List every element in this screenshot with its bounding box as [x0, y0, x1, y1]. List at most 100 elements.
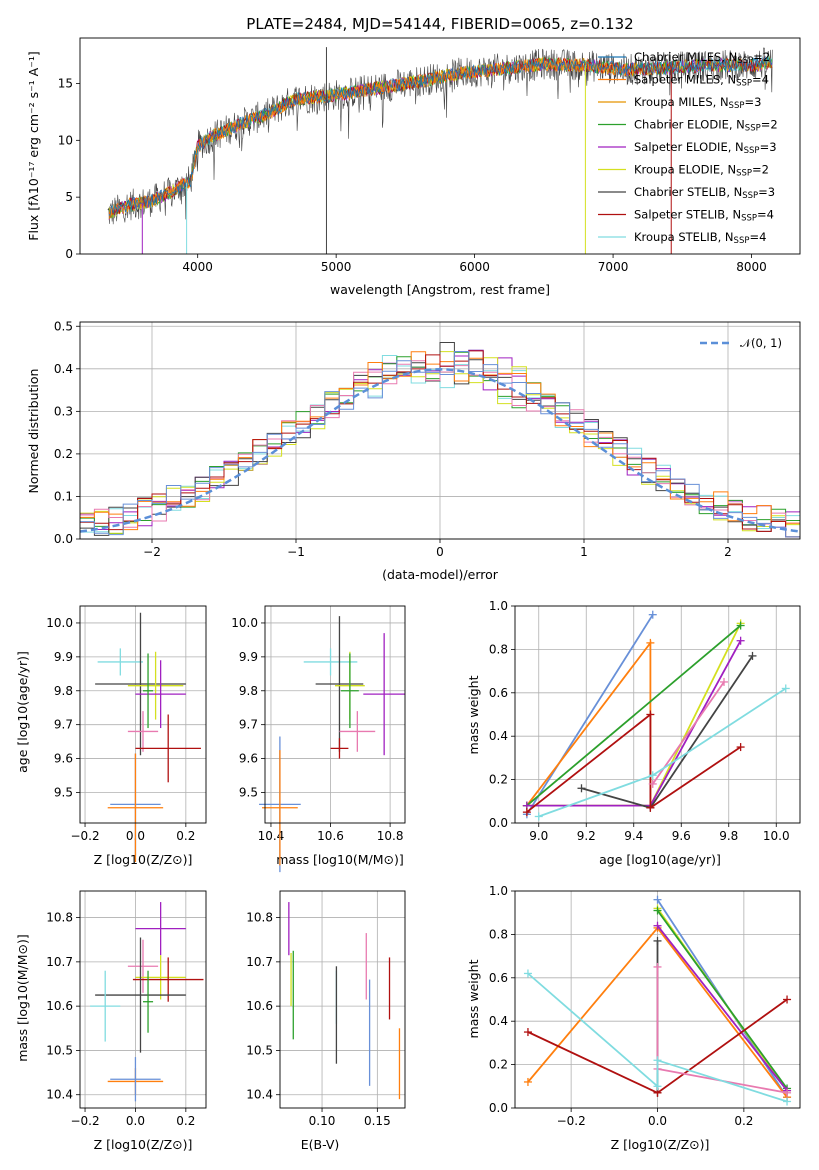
y-tick-label: 0.2 — [489, 1058, 508, 1072]
y-tick-label: 9.7 — [239, 718, 258, 732]
errorbar-point — [90, 970, 121, 1042]
plus-marker — [653, 962, 662, 971]
errorbar-point — [97, 648, 143, 676]
plus-marker — [534, 812, 543, 821]
x-tick-label: 10.6 — [317, 829, 344, 843]
y-tick-label: 0.2 — [54, 447, 73, 461]
plus-marker — [736, 621, 745, 630]
plus-marker — [646, 710, 655, 719]
errorbar-point — [132, 957, 204, 1002]
y-tick-label: 10.7 — [46, 955, 73, 969]
y-tick-label: 9.8 — [239, 684, 258, 698]
errorbar-point — [135, 902, 186, 956]
y-tick-label: 10.4 — [246, 1088, 273, 1102]
errorbar-point — [303, 648, 358, 676]
errorbar-point — [339, 711, 376, 752]
x-tick-label: 1 — [580, 545, 588, 559]
axes-frame — [79, 605, 207, 824]
tick-labels: −2 −1 0 1 2 0.0 0.1 0.2 0.3 0.4 0.5 — [54, 319, 732, 559]
axes-frame — [279, 890, 406, 1109]
y-tick-label: 9.5 — [239, 785, 258, 799]
y-tick-label: 9.5 — [54, 785, 73, 799]
y-tick-label: 0.0 — [54, 532, 73, 546]
grid-lines — [265, 606, 405, 823]
y-tick-label: 10.5 — [246, 1043, 273, 1057]
plus-marker — [523, 1028, 532, 1037]
x-tick-label: 0.10 — [309, 1114, 336, 1128]
weight-vs-metallicity-x-axis-label: Z [log10(Z/Z⊙)] — [611, 1137, 710, 1152]
plus-marker — [653, 936, 662, 945]
x-tick-label: 4000 — [182, 260, 213, 274]
histogram-step-blue2 — [80, 351, 800, 538]
legend-label: Chabrier MILES, NSSP=2 — [634, 50, 770, 66]
y-tick-label: 0.4 — [489, 729, 508, 743]
plus-marker — [736, 743, 745, 752]
weight-series-line — [526, 640, 652, 807]
tick-labels: 10.4 10.6 10.8 9.5 9.6 9.7 9.8 9.9 10.0 — [231, 616, 403, 843]
axes-frame — [79, 890, 207, 1109]
grid-lines — [80, 891, 206, 1108]
age-vs-mass-panel: mass [log10(M/M⊙)] 10.4 10.6 10.8 9.5 9.6 9.7… — [231, 605, 406, 873]
weight-vs-metallicity-y-axis-label: mass weight — [466, 959, 481, 1038]
x-tick-label: 6000 — [459, 260, 490, 274]
y-tick-label: 1.0 — [489, 599, 508, 613]
mass-vs-metallicity-panel: Z [log10(Z/Z⊙)] mass [log10(M/M⊙)] −0.2 0… — [15, 890, 207, 1152]
y-tick-label: 0.8 — [489, 927, 508, 941]
x-tick-label: 8000 — [736, 260, 767, 274]
legend-label: Chabrier STELIB, NSSP=3 — [634, 185, 775, 201]
x-tick-label: 9.8 — [719, 829, 738, 843]
y-tick-label: 10.6 — [46, 999, 73, 1013]
weight-series-line — [526, 624, 742, 807]
histogram-step-pink — [80, 360, 800, 528]
weight-vs-age-y-axis-label: mass weight — [466, 675, 481, 754]
tick-labels: −0.2 0.0 0.2 0.0 0.2 0.4 0.6 0.8 1.0 — [489, 884, 754, 1128]
legend-label: Salpeter STELIB, NSSP=4 — [634, 208, 774, 224]
plus-marker — [522, 808, 531, 817]
plus-marker — [648, 779, 657, 788]
y-tick-label: 9.6 — [54, 752, 73, 766]
plus-marker — [648, 610, 657, 619]
axes-frame — [79, 37, 801, 255]
plus-marker — [653, 1082, 662, 1091]
y-tick-label: 10.8 — [46, 911, 73, 925]
weight-series-line — [656, 909, 788, 1090]
errorbar-point — [143, 970, 154, 1033]
errorbar-point — [135, 955, 186, 1000]
normal-distribution-curve — [79, 368, 801, 533]
plus-marker — [783, 995, 792, 1004]
plus-marker — [653, 921, 662, 930]
errorbar-point — [135, 714, 201, 783]
grid-lines — [280, 891, 405, 1108]
age-vs-metallicity-panel: Z [log10(Z/Z⊙)] age [log10(age/yr)] −0.2… — [15, 605, 207, 867]
residuals-legend: 𝒩(0, 1) — [700, 336, 782, 350]
x-tick-label: 0.15 — [364, 1114, 391, 1128]
legend-label: Salpeter ELODIE, NSSP=3 — [634, 140, 777, 156]
spectrum-title: PLATE=2484, MJD=54144, FIBERID=0065, z=0… — [246, 15, 633, 33]
weight-series-line — [656, 925, 788, 1092]
y-tick-label: 9.9 — [54, 650, 73, 664]
spectrum-series-line — [108, 55, 773, 217]
legend-label: Kroupa MILES, NSSP=3 — [634, 95, 761, 111]
plus-marker — [653, 895, 662, 904]
residuals-legend-label: 𝒩(0, 1) — [740, 336, 782, 350]
x-tick-label: 9.2 — [577, 829, 596, 843]
legend-label: Kroupa ELODIE, NSSP=2 — [634, 163, 769, 179]
mass-vs-reddening-x-axis-label: E(B-V) — [301, 1137, 340, 1152]
age-vs-metallicity-x-axis-label: Z [log10(Z/Z⊙)] — [94, 852, 193, 867]
y-tick-label: 0.1 — [54, 489, 73, 503]
plus-marker — [783, 1088, 792, 1097]
errorbar-point — [330, 738, 349, 759]
errorbar-point — [127, 651, 184, 720]
legend-label: Chabrier ELODIE, NSSP=2 — [634, 118, 778, 134]
errorbar-point — [340, 653, 359, 729]
mass-vs-metallicity-x-axis-label: Z [log10(Z/Z⊙)] — [94, 1137, 193, 1152]
y-tick-label: 0.3 — [54, 404, 73, 418]
y-tick-label: 0.4 — [54, 362, 73, 376]
y-tick-label: 10.0 — [46, 616, 73, 630]
weight-series-line — [526, 712, 742, 813]
plus-marker — [646, 638, 655, 647]
weight-series-line — [538, 687, 787, 818]
axes-frame — [79, 321, 801, 540]
plus-marker — [736, 636, 745, 645]
x-tick-label: 5000 — [321, 260, 352, 274]
